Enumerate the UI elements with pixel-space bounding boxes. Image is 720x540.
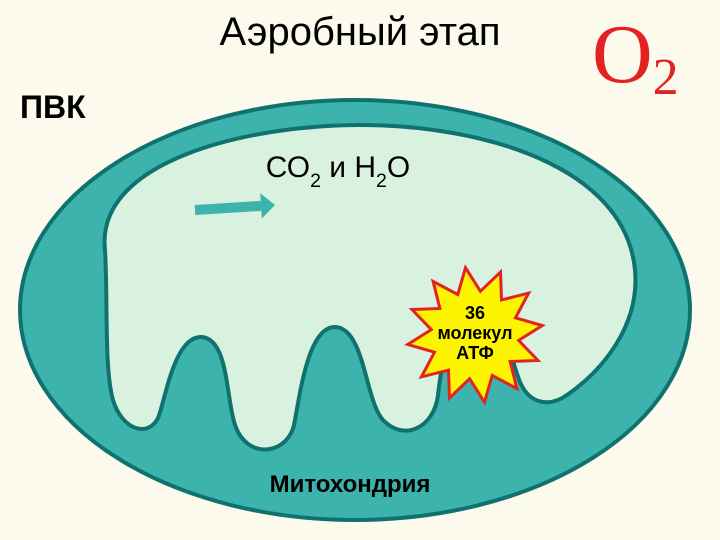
diagram-stage: Аэробный этап О2 ПВК СО2 и Н2О 36 молеку… <box>0 0 720 540</box>
atp-line2: молекул <box>437 323 512 343</box>
oxygen-subscript: 2 <box>653 49 679 106</box>
oxygen-formula: О2 <box>592 6 679 103</box>
atp-callout-text: 36 молекул АТФ <box>415 304 535 363</box>
atp-count: 36 <box>465 303 485 323</box>
atp-line3: АТФ <box>456 343 494 363</box>
products-formula: СО2 и Н2О <box>0 151 698 190</box>
oxygen-o-letter: О <box>592 8 653 101</box>
arrow-shaft <box>195 206 261 210</box>
mitochondrion-label: Митохондрия <box>0 471 710 499</box>
pvk-label: ПВК <box>20 89 86 126</box>
